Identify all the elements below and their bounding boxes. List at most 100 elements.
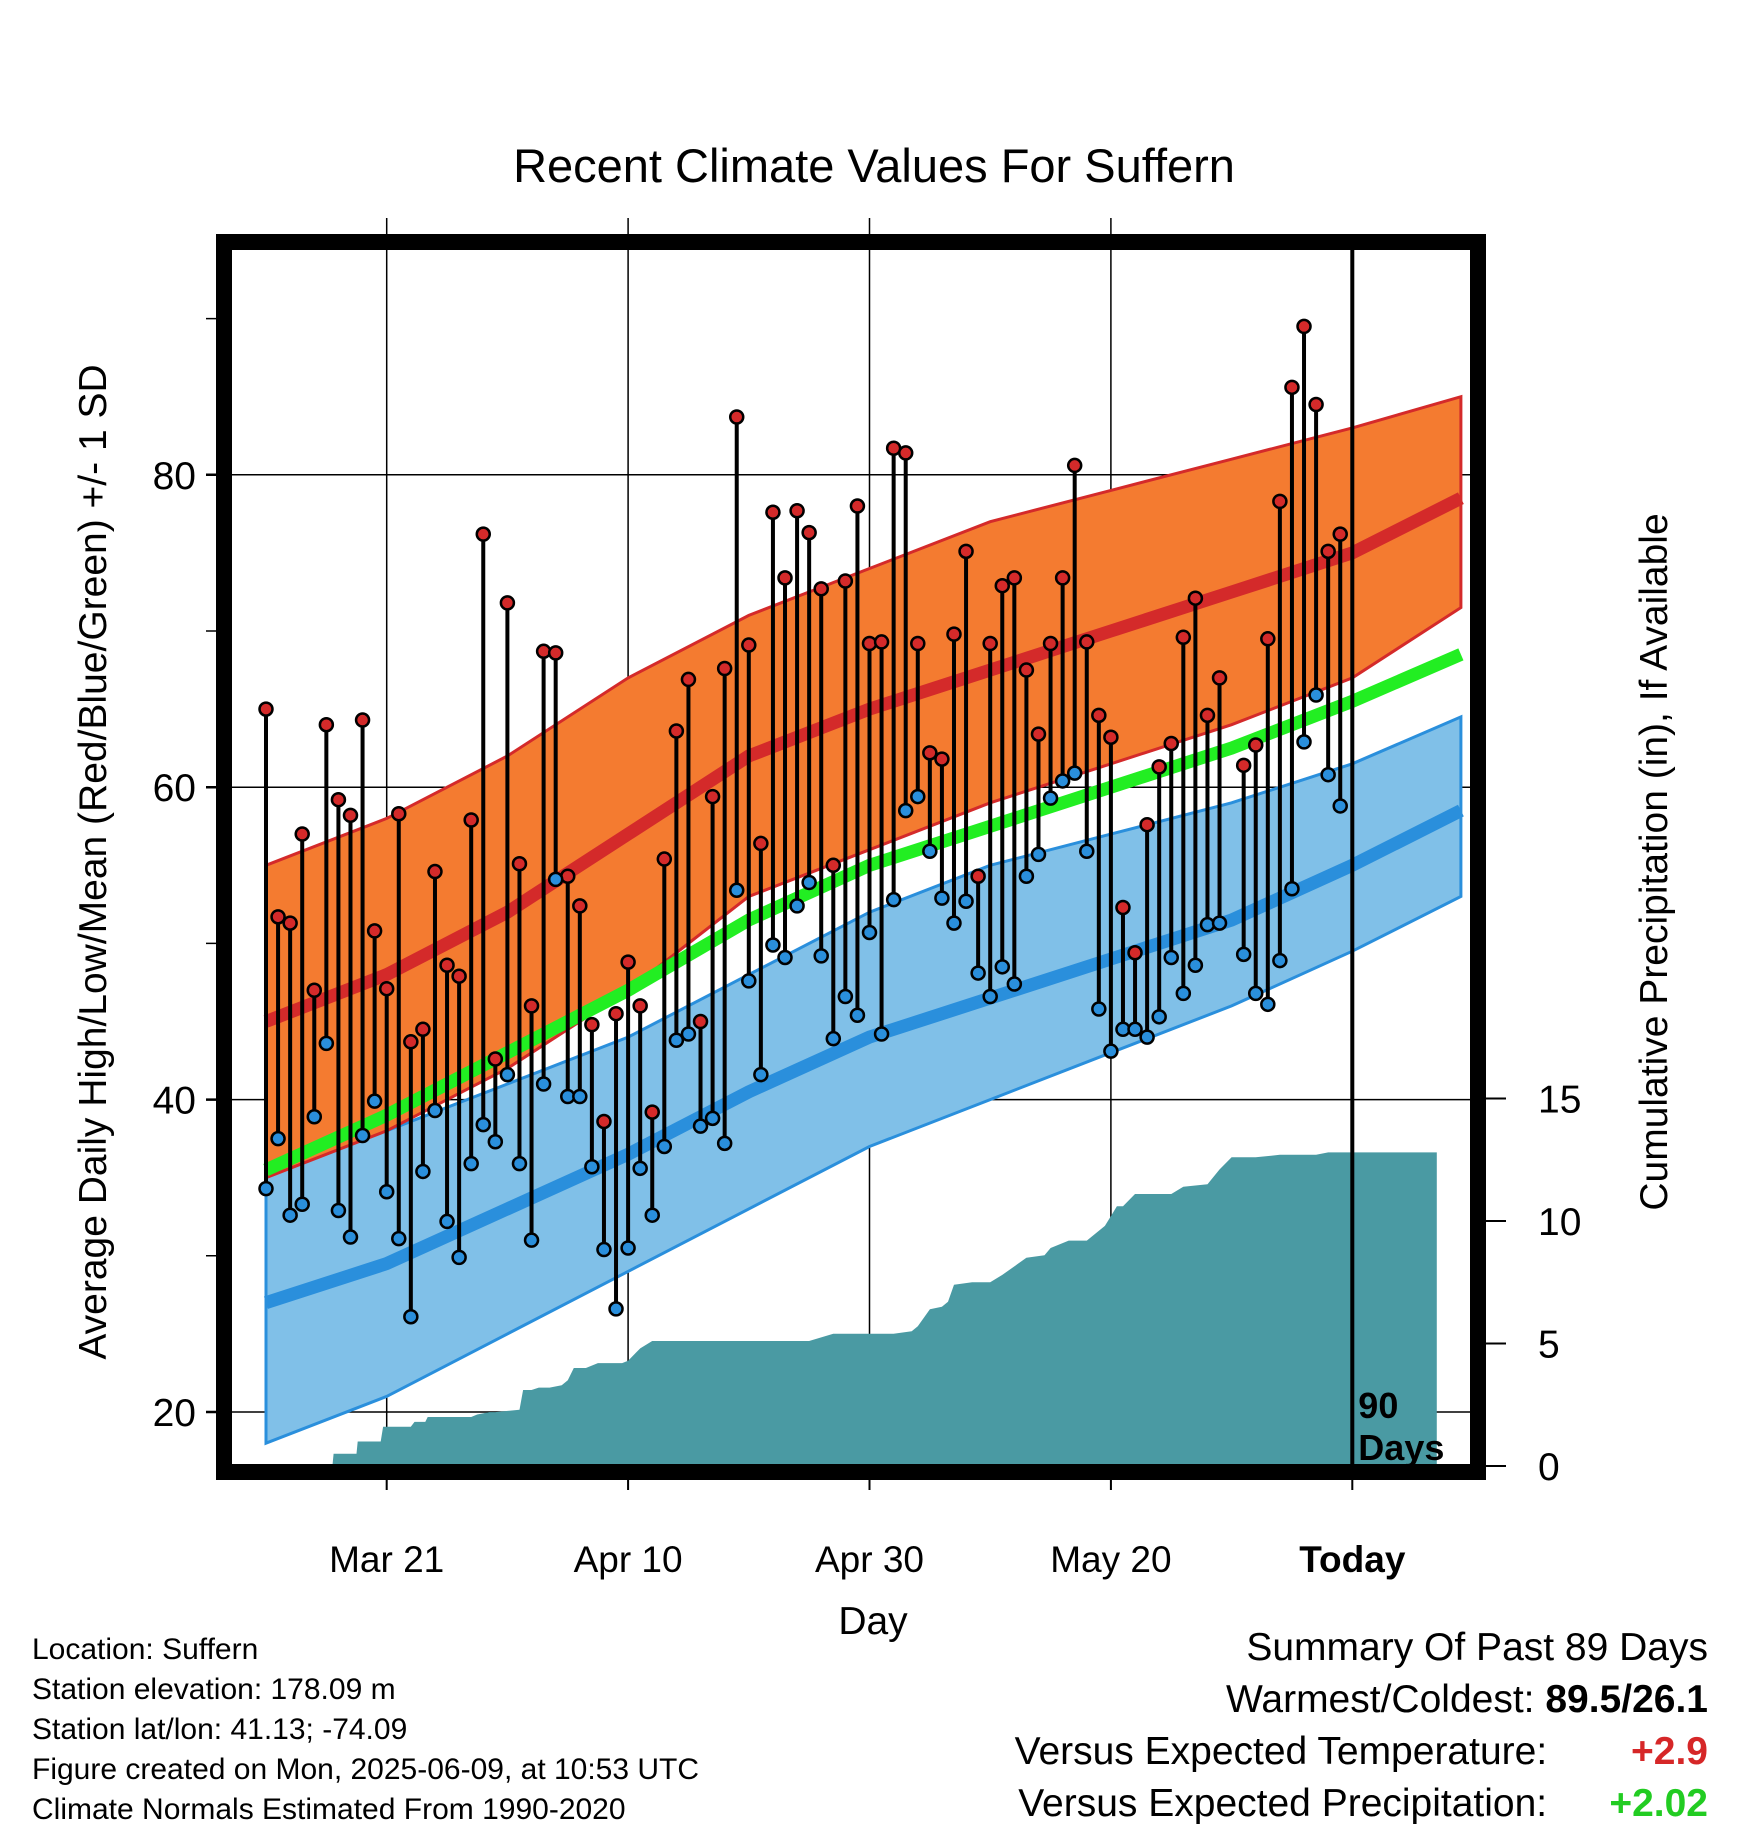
- x-tick-label: Apr 30: [815, 1539, 924, 1580]
- low-temp-point: [620, 1240, 636, 1256]
- low-temp-point: [910, 788, 926, 805]
- high-temp-point: [1151, 759, 1167, 775]
- low-temp-point: [1320, 766, 1336, 783]
- high-temp-point: [608, 1005, 624, 1022]
- low-temp-point: [813, 948, 829, 964]
- low-temp-point: [1018, 868, 1035, 884]
- low-temp-point: [572, 1088, 588, 1105]
- high-temp-point: [765, 504, 781, 521]
- high-temp-point: [801, 524, 817, 541]
- low-temp-point: [584, 1159, 600, 1175]
- low-temp-point: [535, 1076, 552, 1092]
- warmest-coldest-value: 89.5/26.1: [1545, 1678, 1708, 1721]
- low-temp-point: [1139, 1029, 1155, 1045]
- low-temp-point: [596, 1241, 612, 1258]
- y2-tick-label: 10: [1538, 1201, 1581, 1244]
- low-temp-point: [1091, 1001, 1107, 1017]
- high-temp-point: [946, 626, 962, 642]
- low-temp-point: [922, 843, 938, 859]
- high-temp-point: [958, 543, 974, 560]
- high-temp-point: [910, 635, 926, 652]
- low-temp-point: [499, 1066, 516, 1083]
- high-temp-point: [813, 581, 829, 597]
- high-temp-point: [1187, 590, 1204, 606]
- elevation-text: Station elevation: 178.09 m: [32, 1673, 396, 1706]
- high-temp-point: [922, 745, 938, 761]
- location-text: Location: Suffern: [32, 1633, 259, 1666]
- high-temp-point: [632, 998, 648, 1014]
- low-temp-point: [608, 1301, 624, 1317]
- warmest-coldest-row: Warmest/Coldest: 89.5/26.1: [1015, 1674, 1708, 1726]
- low-temp-point: [366, 1093, 383, 1109]
- high-temp-point: [318, 716, 335, 733]
- high-temp-point: [258, 701, 274, 717]
- high-temp-point: [1308, 396, 1324, 413]
- y2-tick-label: 5: [1538, 1324, 1560, 1367]
- temp-anomaly-value: +2.9: [1631, 1730, 1708, 1773]
- high-temp-point: [415, 1021, 431, 1038]
- high-temp-point: [849, 498, 866, 514]
- high-temp-point: [366, 923, 383, 939]
- precip-anomaly-row: Versus Expected Precipitation: +2.02: [1015, 1778, 1708, 1830]
- high-temp-point: [1115, 899, 1131, 916]
- high-temp-point: [1296, 318, 1312, 335]
- precip-anomaly-label: Versus Expected Precipitation:: [1018, 1782, 1548, 1825]
- high-temp-point: [1247, 737, 1264, 753]
- x-tick-label: May 20: [1050, 1539, 1171, 1580]
- today-days-label: Days: [1358, 1427, 1444, 1468]
- high-temp-point: [789, 502, 805, 519]
- low-temp-point: [1151, 1009, 1167, 1025]
- high-temp-point: [982, 635, 998, 652]
- low-temp-point: [958, 893, 974, 909]
- high-temp-point: [596, 1113, 612, 1130]
- low-temp-point: [668, 1032, 685, 1048]
- high-temp-point: [1139, 816, 1155, 833]
- high-temp-point: [354, 712, 371, 728]
- y2-tick-label: 0: [1538, 1446, 1560, 1489]
- y-tick-label: 60: [153, 767, 196, 810]
- low-temp-point: [777, 949, 793, 966]
- high-temp-point: [1054, 570, 1071, 586]
- high-temp-point: [1235, 757, 1252, 774]
- low-temp-point: [789, 898, 805, 914]
- daily-range-bars: [264, 326, 1343, 1317]
- low-temp-point: [632, 1160, 648, 1177]
- y-axis-label: Average Daily High/Low/Mean (Red/Blue/Gr…: [72, 364, 115, 1359]
- high-temp-point: [620, 954, 636, 970]
- high-temp-point: [1127, 945, 1143, 961]
- high-temp-point: [511, 855, 528, 872]
- x-tick-label: Today: [1299, 1539, 1406, 1580]
- low-temp-point: [861, 924, 878, 941]
- summary-heading: Summary Of Past 89 Days: [1246, 1626, 1708, 1669]
- low-temp-point: [306, 1109, 323, 1125]
- warmest-coldest-label: Warmest/Coldest:: [1226, 1678, 1535, 1721]
- high-temp-point: [934, 751, 950, 767]
- low-temp-point: [692, 1118, 709, 1134]
- high-temp-point: [1260, 631, 1276, 647]
- precip-anomaly-value: +2.02: [1609, 1782, 1708, 1825]
- low-temp-point: [970, 965, 986, 981]
- low-temp-point: [741, 973, 757, 989]
- high-temp-point: [294, 826, 310, 842]
- low-temp-point: [439, 1213, 455, 1230]
- high-temp-point: [584, 1016, 600, 1033]
- high-temp-point: [391, 806, 407, 822]
- high-temp-point: [270, 909, 286, 925]
- low-temp-point: [415, 1163, 431, 1180]
- low-temp-point: [1235, 946, 1252, 963]
- low-temp-point: [1187, 957, 1204, 974]
- high-temp-point: [487, 1051, 504, 1067]
- x-tick-label: Mar 21: [329, 1539, 444, 1580]
- y-tick-label: 20: [153, 1392, 196, 1435]
- high-temp-point: [282, 915, 298, 931]
- low-temp-point: [1175, 985, 1192, 1002]
- low-temp-point: [1127, 1021, 1143, 1038]
- summary-panel: Summary Of Past 89 Days Warmest/Coldest:…: [1015, 1622, 1708, 1830]
- high-temp-point: [547, 645, 564, 661]
- low-temp-point: [511, 1155, 528, 1172]
- low-temp-point: [378, 1184, 395, 1200]
- high-temp-point: [499, 595, 516, 611]
- low-temp-point: [1272, 952, 1288, 969]
- low-temp-point: [1163, 949, 1179, 966]
